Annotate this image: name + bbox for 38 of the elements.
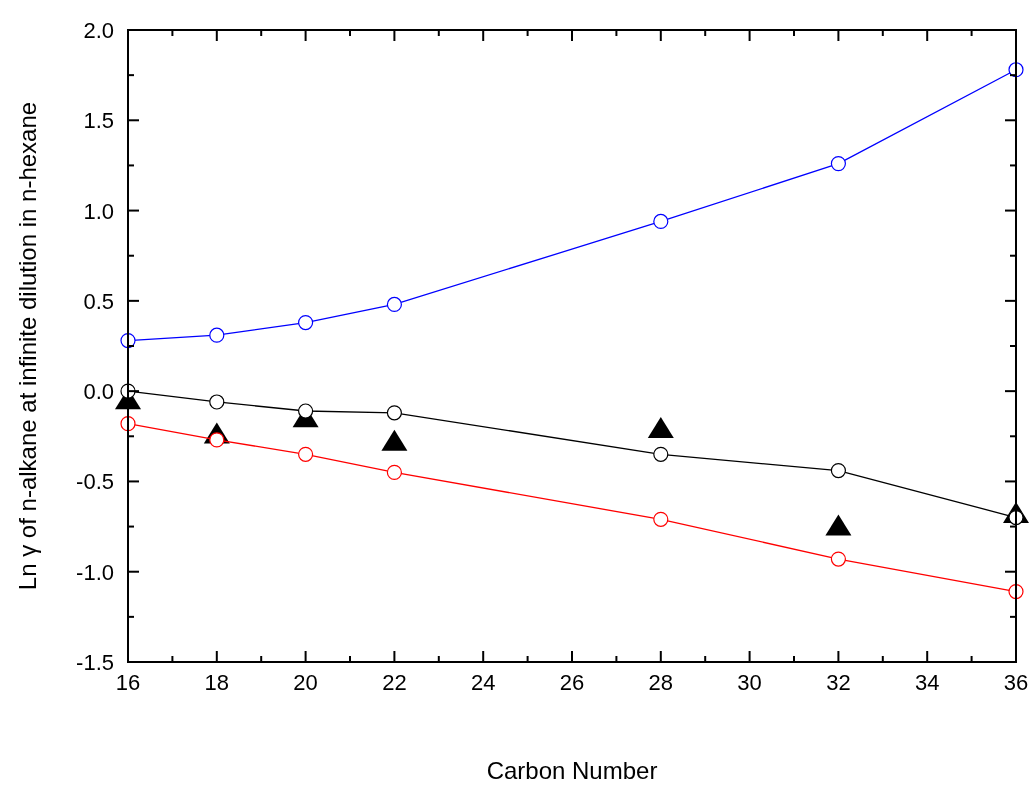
point [653,446,669,462]
point [830,462,846,479]
point [653,511,669,527]
point [653,213,669,230]
point [647,417,674,439]
x-tick-label: 34 [914,670,940,695]
point [298,403,314,419]
point [386,296,402,313]
point [298,446,314,462]
point [386,405,402,421]
x-tick-label: 16 [115,670,141,695]
point [830,156,846,172]
y-tick-label: -0.5 [76,469,114,495]
point [381,429,408,451]
x-tick-label: 22 [382,670,407,695]
x-tick-label: 26 [559,670,585,695]
point [825,514,852,536]
point [209,394,225,410]
y-tick-label: 0.5 [83,288,114,314]
x-tick-label: 30 [737,670,762,695]
point [830,551,846,567]
y-tick-label: 1.5 [83,108,114,134]
x-tick-label: 24 [470,670,496,695]
x-tick-label: 36 [1003,670,1029,695]
y-tick-label: 0.0 [83,379,114,405]
point [209,327,225,343]
x-tick-label: 32 [826,670,851,695]
y-tick-label: -1.0 [76,559,114,585]
x-axis-title: Carbon Number [486,757,658,784]
x-tick-label: 20 [293,670,318,695]
y-tick-label: -1.5 [76,650,114,675]
point [298,314,314,331]
x-tick-label: 18 [204,670,230,695]
y-tick-label: 1.0 [83,198,114,224]
x-tick-label: 28 [648,670,674,695]
y-axis-title: Ln γ of n-alkane at infinite dilution in n-hexane [14,101,41,591]
y-tick-label: 2.0 [83,18,114,43]
point [386,464,402,480]
